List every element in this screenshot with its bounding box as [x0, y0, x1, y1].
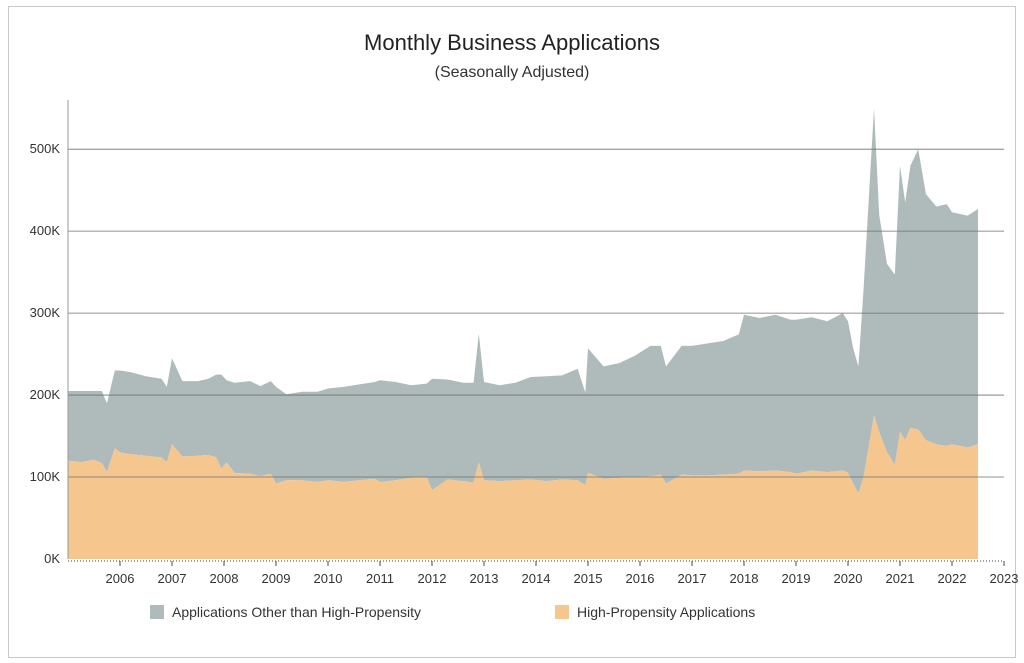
chart-subtitle: (Seasonally Adjusted)	[434, 64, 590, 81]
y-tick-label: 300K	[30, 305, 61, 320]
area-series	[68, 108, 978, 559]
chart-title: Monthly Business Applications	[364, 30, 660, 55]
legend-item-other: Applications Other than High-Propensity	[150, 604, 421, 620]
x-tick-label: 2016	[626, 571, 655, 586]
y-tick-label: 400K	[30, 223, 61, 238]
x-tick-label: 2010	[314, 571, 343, 586]
legend-item-high-propensity: High-Propensity Applications	[555, 604, 755, 620]
area-high-propensity	[68, 415, 978, 559]
legend-label-other: Applications Other than High-Propensity	[172, 604, 422, 620]
x-tick-label: 2014	[522, 571, 551, 586]
x-tick-label: 2023	[990, 571, 1019, 586]
x-tick-label: 2020	[834, 571, 863, 586]
area-other-than-high-propensity	[68, 108, 978, 494]
legend-label-high-propensity: High-Propensity Applications	[577, 604, 756, 620]
x-tick-label: 2021	[886, 571, 915, 586]
x-tick-label: 2008	[210, 571, 239, 586]
x-tick-label: 2015	[574, 571, 603, 586]
x-tick-label: 2009	[262, 571, 291, 586]
x-tick-label: 2013	[470, 571, 499, 586]
x-tick-label: 2018	[730, 571, 759, 586]
y-tick-label: 100K	[30, 469, 61, 484]
y-tick-label: 200K	[30, 387, 61, 402]
x-tick-label: 2007	[158, 571, 187, 586]
x-tick-label: 2019	[782, 571, 811, 586]
x-tick-label: 2006	[106, 571, 135, 586]
legend-swatch-other	[150, 605, 164, 619]
y-tick-label: 0K	[44, 551, 60, 566]
legend-swatch-high-propensity	[555, 605, 569, 619]
x-tick-label: 2017	[678, 571, 707, 586]
axes: 0K 100K 200K 300K 400K 500K 2006 2007 2008 2009 20…	[30, 100, 1019, 586]
x-tick-label: 2011	[366, 571, 394, 586]
x-tick-label: 2022	[938, 571, 967, 586]
y-tick-label: 500K	[30, 141, 61, 156]
x-tick-label: 2012	[418, 571, 447, 586]
